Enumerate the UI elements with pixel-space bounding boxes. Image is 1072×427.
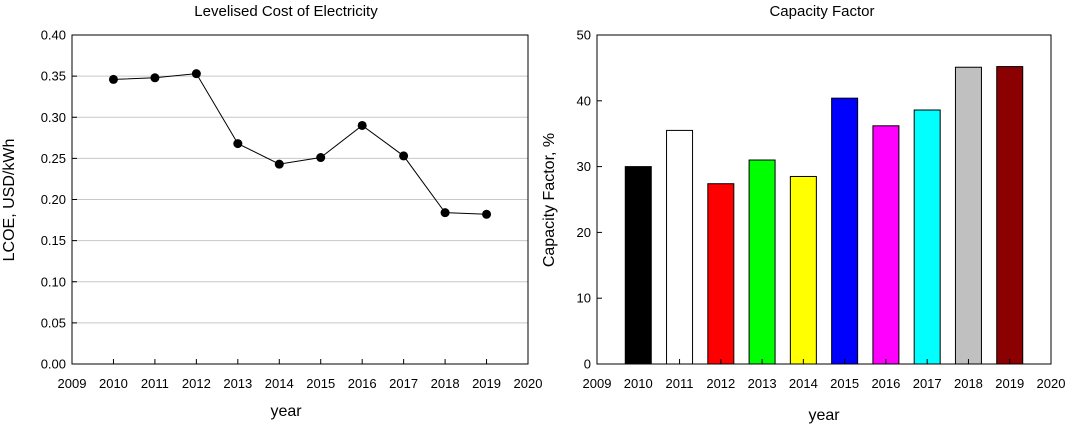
cf-x-tick-label: 2018: [954, 376, 983, 391]
lcoe-x-tick-label: 2013: [223, 376, 252, 391]
capacity-factor-chart: Capacity Factor 2009 2010 2011 2012 2013 2014…: [541, 3, 1065, 424]
lcoe-x-tick-label: 2015: [306, 376, 335, 391]
cf-y-axis-label: Capacity Factor, %: [541, 133, 558, 267]
lcoe-point-2013: [233, 139, 243, 149]
lcoe-y-axis-label: LCOE, USD/kWh: [1, 139, 18, 262]
lcoe-x-tick-label: 2010: [99, 376, 128, 391]
lcoe-y-tick-label: 0.25: [41, 151, 66, 166]
lcoe-x-tick-label: 2019: [472, 376, 501, 391]
cf-x-tick-label: 2020: [1037, 376, 1066, 391]
cf-x-tick-label: 2015: [830, 376, 859, 391]
lcoe-gridlines: [72, 75, 528, 324]
cf-x-tick-label: 2010: [624, 376, 653, 391]
cf-bar-2015: [831, 97, 859, 365]
lcoe-x-tick-label: 2018: [431, 376, 460, 391]
cf-y-tick-label: 10: [577, 291, 591, 306]
cf-y-axis: 0 10 20 30 40 50: [577, 28, 602, 372]
cf-x-tick-label: 2017: [913, 376, 942, 391]
lcoe-points: [108, 69, 492, 219]
lcoe-y-tick-label: 0.20: [41, 192, 66, 207]
cf-x-tick-label: 2014: [789, 376, 818, 391]
lcoe-point-2014: [274, 159, 284, 169]
lcoe-y-tick-label: 0.30: [41, 110, 66, 125]
cf-bar-2014: [789, 175, 817, 365]
lcoe-x-tick-label: 2016: [348, 376, 377, 391]
lcoe-x-tick-label: 2009: [58, 376, 87, 391]
cf-bar-2011: [666, 129, 694, 365]
lcoe-point-2016: [357, 120, 367, 130]
cf-plot-frame: [596, 34, 1052, 365]
cf-y-tick-label: 40: [577, 93, 591, 108]
lcoe-x-tick-label: 2014: [265, 376, 294, 391]
lcoe-y-tick-label: 0.05: [41, 315, 66, 330]
cf-x-tick-label: 2011: [666, 376, 694, 391]
cf-bar-2010: [624, 166, 652, 365]
lcoe-y-tick-label: 0.15: [41, 233, 66, 248]
cf-x-tick-label: 2016: [871, 376, 900, 391]
lcoe-point-2012: [191, 69, 201, 79]
lcoe-point-2017: [399, 151, 409, 161]
lcoe-chart-title: Levelised Cost of Electricity: [194, 3, 378, 20]
lcoe-point-2015: [316, 153, 326, 163]
lcoe-x-tick-label: 2012: [182, 376, 211, 391]
lcoe-y-tick-label: 0.35: [41, 69, 66, 84]
cf-y-tick-label: 30: [577, 159, 591, 174]
lcoe-series-line: [113, 73, 487, 215]
lcoe-point-2019: [482, 209, 492, 219]
lcoe-x-axis-label: year: [270, 403, 302, 420]
lcoe-y-tick-label: 0.00: [41, 357, 66, 372]
lcoe-y-tick-label: 0.10: [41, 274, 66, 289]
cf-bar-2017: [913, 109, 941, 365]
lcoe-x-axis: 2009 2010 2011 2012 2013 2014 2015 2016 2017 2018…: [58, 359, 543, 391]
cf-x-tick-label: 2009: [583, 376, 612, 391]
cf-x-axis-label: year: [808, 407, 840, 424]
cf-y-tick-label: 20: [577, 225, 591, 240]
lcoe-x-tick-label: 2011: [141, 376, 169, 391]
lcoe-x-tick-label: 2017: [389, 376, 418, 391]
lcoe-point-2011: [150, 73, 160, 83]
cf-x-tick-label: 2019: [995, 376, 1024, 391]
cf-bars: [624, 66, 1024, 365]
cf-bar-2019: [996, 66, 1024, 365]
cf-bar-2016: [872, 125, 900, 365]
cf-bar-2013: [748, 159, 776, 365]
lcoe-point-2010: [108, 74, 118, 84]
lcoe-chart: Levelised Cost of Electricity 2009 2010 20…: [1, 3, 542, 420]
cf-chart-title: Capacity Factor: [769, 3, 874, 20]
cf-bar-2018: [954, 66, 982, 365]
cf-bar-2012: [707, 183, 735, 365]
cf-y-tick-label: 50: [577, 28, 591, 43]
lcoe-point-2018: [440, 208, 450, 218]
lcoe-y-tick-label: 0.40: [41, 28, 66, 43]
cf-x-tick-label: 2013: [748, 376, 777, 391]
cf-y-tick-label: 0: [584, 357, 591, 372]
lcoe-y-axis: 0.00 0.05 0.10 0.15 0.20 0.25 0.30 0.35 0.40: [41, 28, 77, 372]
cf-x-tick-label: 2012: [706, 376, 735, 391]
lcoe-x-tick-label: 2020: [514, 376, 543, 391]
cf-x-axis: 2009 2010 2011 2012 2013 2014 2015 2016 2017 2018…: [583, 359, 1066, 391]
